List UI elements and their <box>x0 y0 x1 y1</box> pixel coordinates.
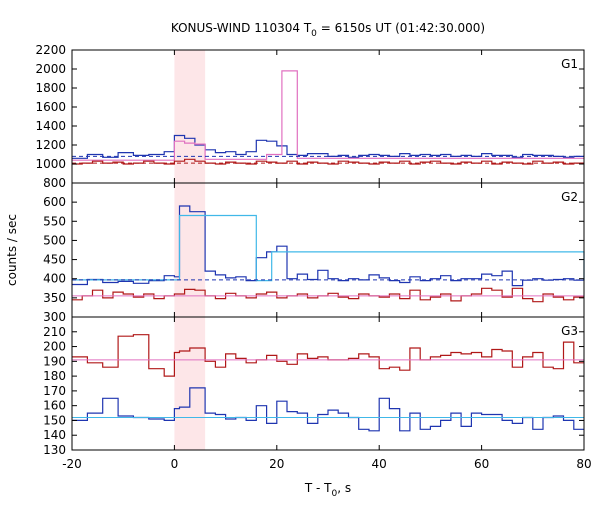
y-tick-label: 140 <box>43 428 66 442</box>
x-tick-label: 60 <box>474 457 489 471</box>
x-tick-label: 0 <box>171 457 179 471</box>
text-layer: KONUS-WIND 110304 T0 = 6150s UT (01:42:3… <box>5 21 485 499</box>
y-tick-label: 1400 <box>35 119 66 133</box>
y-tick-label: 300 <box>43 310 66 324</box>
y-tick-label: 130 <box>43 443 66 457</box>
panel-label-g1: G1 <box>561 57 578 71</box>
x-tick-label: 20 <box>269 457 284 471</box>
x-tick-label: -20 <box>62 457 82 471</box>
panel-g3-series <box>72 334 584 432</box>
panel-label-g2: G2 <box>561 190 578 204</box>
y-tick-label: 1600 <box>35 100 66 114</box>
y-tick-label: 150 <box>43 413 66 427</box>
panel-g1-series <box>72 70 584 165</box>
series-line-g2-0 <box>72 205 584 287</box>
series-line-g3-0 <box>72 334 584 377</box>
y-tick-label: 180 <box>43 369 66 383</box>
y-tick-label: 1200 <box>35 138 66 152</box>
y-tick-label: 550 <box>43 214 66 228</box>
y-tick-label: 1000 <box>35 157 66 171</box>
series-line-g1-0 <box>72 134 584 159</box>
y-tick-label: 200 <box>43 340 66 354</box>
y-tick-label: 170 <box>43 384 66 398</box>
y-tick-label: 210 <box>43 325 66 339</box>
y-tick-label: 500 <box>43 233 66 247</box>
y-tick-label: 450 <box>43 253 66 267</box>
y-tick-label: 2200 <box>35 43 66 57</box>
series-line-g1-1 <box>72 70 584 161</box>
series-layer <box>72 70 585 432</box>
y-tick-label: 350 <box>43 291 66 305</box>
x-axis-label: T - T0, s <box>304 481 351 499</box>
y-axis-label: counts / sec <box>5 214 19 286</box>
panel-frame-g3 <box>71 316 585 451</box>
axes-layer: 8001000120014001600180020002200G13003504… <box>35 43 591 471</box>
y-tick-label: 800 <box>43 176 66 190</box>
y-tick-label: 1800 <box>35 81 66 95</box>
y-tick-label: 400 <box>43 272 66 286</box>
panel-label-g3: G3 <box>561 324 578 338</box>
y-tick-label: 600 <box>43 195 66 209</box>
panel-g2-series <box>72 205 585 303</box>
y-tick-label: 2000 <box>35 62 66 76</box>
y-tick-label: 190 <box>43 354 66 368</box>
series-line-g3-1 <box>72 387 584 432</box>
y-tick-label: 160 <box>43 399 66 413</box>
chart-title: KONUS-WIND 110304 T0 = 6150s UT (01:42:3… <box>171 21 485 39</box>
x-tick-label: 80 <box>576 457 591 471</box>
series-line-g2-2 <box>72 287 584 303</box>
x-tick-label: 40 <box>372 457 387 471</box>
